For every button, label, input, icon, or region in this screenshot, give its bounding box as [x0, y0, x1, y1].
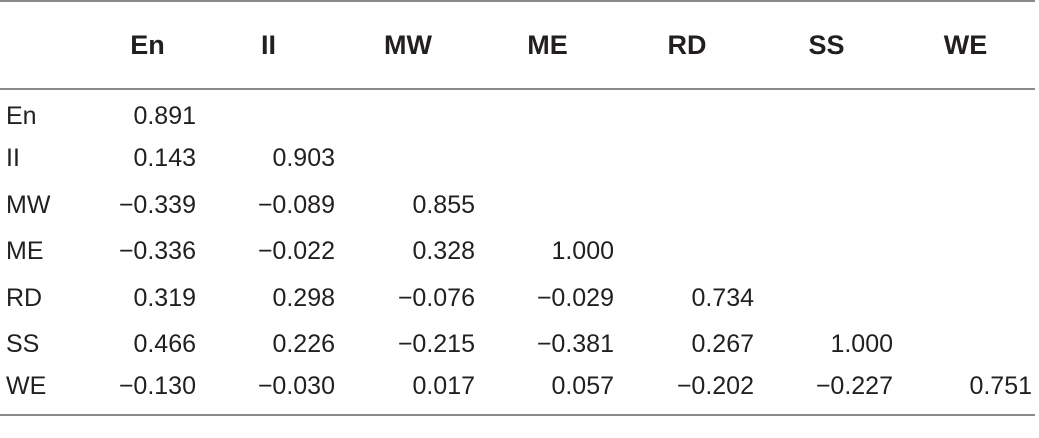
- table-cell: [478, 89, 617, 136]
- table-cell: −0.227: [757, 368, 896, 416]
- table-cell: [338, 136, 478, 183]
- table-cell: 0.328: [412, 237, 475, 266]
- table-cell: −0.022: [257, 237, 335, 266]
- table-cell: 0.734: [691, 283, 754, 312]
- table-cell: −0.202: [617, 368, 757, 416]
- header-cell-ii: II: [199, 0, 338, 90]
- table-cell: 0.319: [133, 283, 196, 312]
- table-cell: 0.751: [896, 368, 1035, 416]
- table-cell: 0.057: [478, 368, 617, 416]
- table-cell: [757, 275, 896, 322]
- table-cell: [896, 136, 1035, 183]
- table-cell: [896, 89, 1035, 136]
- row-label: MW: [6, 190, 51, 219]
- table-cell: [478, 136, 617, 183]
- table-cell: [896, 182, 1035, 229]
- table-cell: −0.089: [257, 190, 335, 219]
- correlation-table: En II MW ME RD SS WE En 0.891 II: [0, 0, 1035, 416]
- table-row: WE −0.130 −0.030 0.017 0.057 −0.202 −0.2…: [0, 368, 1035, 416]
- table-cell: [478, 182, 617, 229]
- table-cell: −0.030: [199, 368, 338, 416]
- table-cell: 0.017: [338, 368, 478, 416]
- table-cell: 0.466: [133, 330, 196, 359]
- table-cell: −0.215: [397, 330, 475, 359]
- table-cell: 0.143: [133, 144, 196, 173]
- table-cell: [199, 89, 338, 136]
- table-cell: 0.903: [272, 144, 335, 173]
- row-label: En: [6, 102, 37, 131]
- table-cell: −0.130: [96, 368, 199, 416]
- table-cell: [617, 229, 757, 276]
- table-cell: 0.855: [412, 190, 475, 219]
- header-cell-me: ME: [478, 0, 617, 90]
- table-cell: [896, 229, 1035, 276]
- header-cell-rd: RD: [617, 0, 757, 90]
- table-row: MW −0.339 −0.089 0.855: [0, 182, 1035, 229]
- header-cell-en: En: [96, 0, 199, 90]
- table-cell: 0.267: [691, 330, 754, 359]
- header-row: En II MW ME RD SS WE: [0, 0, 1035, 90]
- table-cell: 0.298: [272, 283, 335, 312]
- row-label: II: [6, 144, 20, 173]
- table-cell: −0.029: [536, 283, 614, 312]
- row-label: WE: [0, 368, 96, 416]
- table-body: En 0.891 II 0.143 0.903 MW: [0, 89, 1035, 416]
- table-row: II 0.143 0.903: [0, 136, 1035, 183]
- table-cell: −0.076: [397, 283, 475, 312]
- table-row: RD 0.319 0.298 −0.076 −0.029 0.734: [0, 275, 1035, 322]
- row-label: RD: [6, 283, 43, 312]
- table-cell: −0.339: [118, 190, 196, 219]
- header-cell-ss: SS: [757, 0, 896, 90]
- table-cell: [757, 229, 896, 276]
- header-cell-we: WE: [896, 0, 1035, 90]
- table-cell: [617, 182, 757, 229]
- row-label: ME: [6, 237, 44, 266]
- table-cell: 1.000: [830, 330, 893, 359]
- table-cell: [757, 89, 896, 136]
- table-cell: 0.226: [272, 330, 335, 359]
- table-cell: [617, 89, 757, 136]
- table-cell: [896, 275, 1035, 322]
- table-cell: [896, 322, 1035, 369]
- table-row: SS 0.466 0.226 −0.215 −0.381 0.267 1.000: [0, 322, 1035, 369]
- table-cell: [757, 182, 896, 229]
- table-cell: −0.336: [118, 237, 196, 266]
- header-cell-mw: MW: [338, 0, 478, 90]
- header-cell-corner: [0, 0, 96, 90]
- table-cell: 1.000: [551, 237, 614, 266]
- table-row: En 0.891: [0, 89, 1035, 136]
- row-label: SS: [6, 330, 40, 359]
- table-cell: 0.891: [133, 102, 196, 131]
- table-cell: [617, 136, 757, 183]
- table-cell: [757, 136, 896, 183]
- table-row: ME −0.336 −0.022 0.328 1.000: [0, 229, 1035, 276]
- table-cell: −0.381: [536, 330, 614, 359]
- table-header: En II MW ME RD SS WE: [0, 0, 1035, 90]
- table-cell: [338, 89, 478, 136]
